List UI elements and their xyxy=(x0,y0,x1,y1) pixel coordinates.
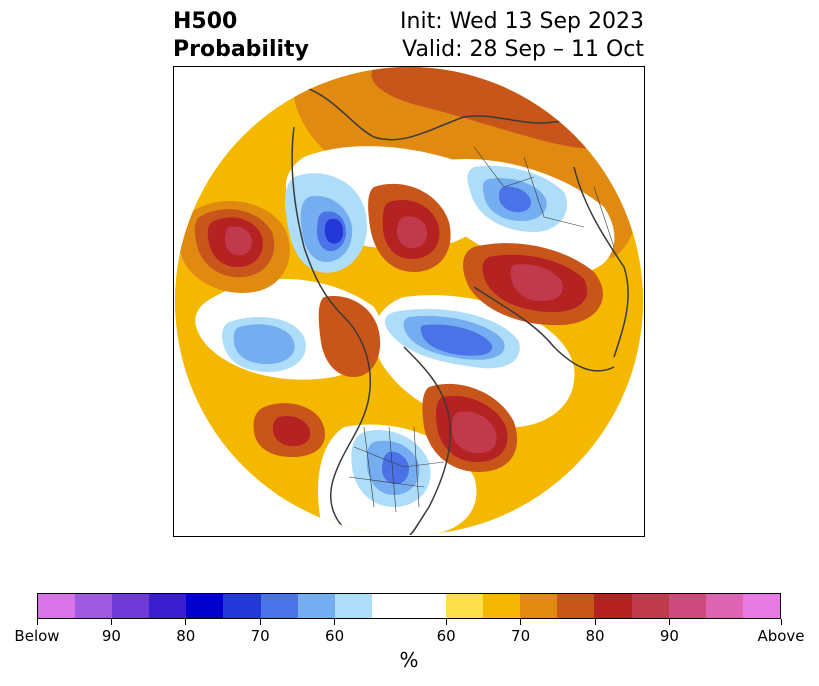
colorbar-swatch xyxy=(260,594,298,618)
title-variable: H500 xyxy=(173,9,238,34)
coastline-na-west xyxy=(330,316,371,535)
colorbar-swatch xyxy=(631,594,669,618)
colorbar-tick xyxy=(36,619,38,625)
below-anomaly-west-80 xyxy=(324,218,344,244)
border-eurasia-2 xyxy=(523,156,585,228)
valid-range: Valid: 28 Sep – 11 Oct xyxy=(402,37,644,62)
colorbar-tick xyxy=(668,619,670,625)
colorbar-tick xyxy=(185,619,187,625)
colorbar-tick-label: 80 xyxy=(585,627,605,645)
colorbar-tick xyxy=(594,619,596,625)
coastline-na-east xyxy=(403,346,452,535)
colorbar-tick xyxy=(445,619,447,625)
field-80-above-north xyxy=(371,67,614,149)
coastline-greenland-europe xyxy=(473,286,615,372)
colorbar-tick-label: 90 xyxy=(101,627,121,645)
colorbar-tick-label: 80 xyxy=(176,627,196,645)
colorbar-swatch xyxy=(75,594,113,618)
colorbar-swatch xyxy=(520,594,558,618)
colorbar-swatch xyxy=(38,594,76,618)
colorbar-tick-label: 60 xyxy=(325,627,345,645)
below-anomaly-northeast-70 xyxy=(499,186,532,213)
colorbar-swatch xyxy=(705,594,743,618)
above-anomaly-pacific-90 xyxy=(224,226,252,256)
colorbar-tick-label: 70 xyxy=(250,627,270,645)
border-eurasia-3 xyxy=(593,186,615,248)
above-anomaly-canada xyxy=(318,296,381,377)
coastlines xyxy=(291,86,629,535)
colorbar xyxy=(37,593,781,619)
below-anomaly-us-70 xyxy=(381,451,409,485)
colorbar-tick xyxy=(110,619,112,625)
border-us-1 xyxy=(353,446,445,468)
colorbar-unit-label: % xyxy=(399,648,419,672)
colorbar-tick-label: 60 xyxy=(436,627,456,645)
chart-title: H500 Probability xyxy=(173,8,309,64)
colorbar-swatch xyxy=(557,594,595,618)
above-anomaly-atlantic-90 xyxy=(451,411,497,454)
colorbar-tick-label: Below xyxy=(14,627,60,645)
colorbar-tick-label: Above xyxy=(757,627,805,645)
colorbar-swatch xyxy=(297,594,335,618)
colorbar-swatch xyxy=(112,594,150,618)
colorbar-swatch xyxy=(668,594,706,618)
colorbar-tick xyxy=(334,619,336,625)
colorbar-swatch xyxy=(149,594,187,618)
colorbar-tick xyxy=(520,619,522,625)
coastline-alaska xyxy=(291,126,345,318)
border-us-4 xyxy=(388,426,397,513)
border-eurasia-1 xyxy=(473,146,535,188)
border-us-3 xyxy=(363,426,375,508)
colorbar-tick-label: 70 xyxy=(511,627,531,645)
colorbar-swatch xyxy=(742,594,780,618)
colorbar-swatch xyxy=(223,594,261,618)
colorbar-swatch xyxy=(483,594,521,618)
above-anomaly-siberia-90 xyxy=(510,264,563,301)
below-anomaly-central-70 xyxy=(420,324,493,356)
colorbar-swatch xyxy=(446,594,484,618)
init-date: Init: Wed 13 Sep 2023 xyxy=(400,9,644,34)
colorbar-swatch xyxy=(594,594,632,618)
colorbar-swatch xyxy=(334,594,372,618)
forecast-dates: Init: Wed 13 Sep 2023 Valid: 28 Sep – 11… xyxy=(400,8,644,64)
coastline-europe xyxy=(573,166,629,358)
colorbar-swatch xyxy=(408,594,447,618)
colorbar-swatch xyxy=(371,594,409,618)
below-anomaly-pacific-60 xyxy=(233,324,295,365)
above-anomaly-eastpacific-80 xyxy=(273,415,311,447)
colorbar-swatch xyxy=(186,594,224,618)
political-borders xyxy=(348,146,615,513)
colorbar-tick-label: 90 xyxy=(659,627,679,645)
border-us-5 xyxy=(413,426,420,508)
colorbar-tick xyxy=(780,619,782,625)
map-panel xyxy=(173,66,645,537)
title-metric: Probability xyxy=(173,37,309,62)
polar-map xyxy=(175,67,643,535)
above-anomaly-arctic-90 xyxy=(396,216,427,249)
border-us-2 xyxy=(348,476,425,488)
colorbar-tick xyxy=(259,619,261,625)
